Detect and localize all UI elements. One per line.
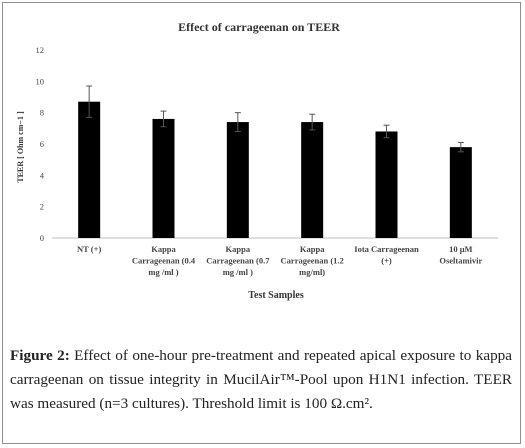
error-bar (457, 141, 464, 153)
y-tick-label: 2 (40, 202, 44, 212)
y-tick-label: 4 (40, 170, 45, 180)
y-tick-label: 10 (36, 76, 45, 86)
x-tick-label: Iota Carrageenan (+) (354, 244, 419, 266)
figure-caption: Figure 2: Effect of one-hour pre-treatme… (10, 344, 512, 416)
bars (78, 85, 472, 238)
caption-text: Effect of one-hour pre-treatment and rep… (10, 347, 512, 412)
error-bar (86, 85, 93, 118)
chart-title: Effect of carrageenan on TEER (178, 20, 340, 34)
error-bar (309, 113, 316, 131)
x-tick-label: Kappa Carrageenan (1.2 mg/ml) (281, 244, 344, 277)
x-tick-label: Kappa Carrageenan (0.4 mg /ml ) (132, 244, 196, 277)
y-tick-label: 8 (40, 108, 44, 118)
y-tick-label: 6 (40, 139, 44, 149)
bar-chart: Effect of carrageenan on TEER TEER [ Ohm… (16, 20, 498, 301)
caption-label: Figure 2: (10, 347, 70, 364)
x-axis-label: Test Samples (248, 290, 304, 301)
x-axis-tick-labels: NT (+) Kappa Carrageenan (0.4 mg /ml ) Kappa… (77, 244, 483, 277)
bar (449, 147, 472, 238)
error-bar (383, 124, 390, 139)
bar (226, 122, 249, 238)
x-tick-label: Kappa Carrageenan (0.7 mg /ml ) (206, 244, 270, 277)
error-bar (234, 112, 241, 132)
x-tick-label: NT (+) (77, 244, 101, 254)
bar (78, 101, 101, 238)
error-bar (160, 110, 167, 128)
y-tick-label: 12 (36, 45, 45, 55)
bar (375, 131, 398, 238)
y-axis-label: TEER [ Ohm cm−1 ] (16, 111, 25, 183)
bar (152, 118, 175, 238)
y-axis-ticks: 0 2 4 6 8 10 12 (36, 45, 45, 243)
y-tick-label: 0 (40, 233, 44, 243)
x-tick-label: 10 μM Oseltamivir (439, 244, 482, 266)
bar (301, 122, 324, 238)
